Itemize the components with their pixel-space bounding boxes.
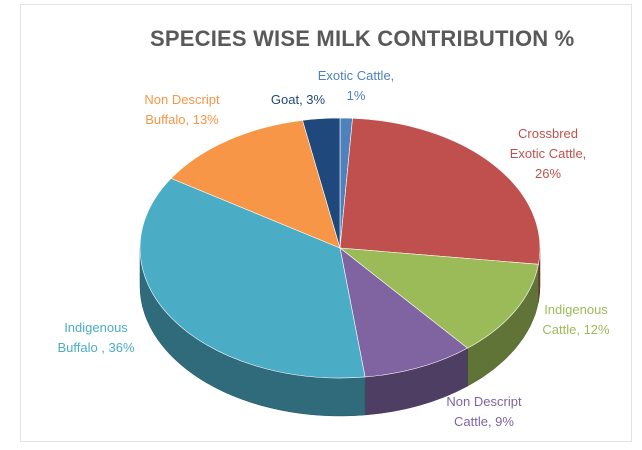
slice-data-label: Exotic Cattle, 1% [318,68,395,103]
pie-slice [139,177,366,379]
pie-slice [339,247,539,349]
slice-data-label-line: 26% [535,166,561,181]
pie-slice [170,119,341,249]
pie-slice [339,247,469,378]
slice-data-label-line: Exotic Cattle, [318,68,395,83]
pie-slice [302,117,341,249]
slice-data-label: Non Descript Buffalo, 13% [144,92,220,127]
slice-data-label: Goat, 3% [271,92,326,107]
slice-data-label-line: 1% [347,88,366,103]
slice-data-label-line: Buffalo, 13% [145,112,219,127]
slice-data-label-line: Buffalo , 36% [57,340,135,355]
slice-data-label-line: Indigenous [64,320,128,335]
slice-data-label-line: Cattle, 9% [454,414,514,429]
slice-data-label-line: Indigenous [544,302,608,317]
pie-slice [339,117,541,265]
slice-data-label-line: Exotic Cattle, [510,146,587,161]
slice-data-label-line: Goat, 3% [271,92,326,107]
slice-data-label-line: Cattle, 12% [542,322,610,337]
slice-data-label: Non Descript Cattle, 9% [446,394,522,429]
slice-data-label-line: Non Descript [446,394,522,409]
slice-data-label: Indigenous Buffalo , 36% [57,320,135,355]
chart-title: SPECIES WISE MILK CONTRIBUTION % [150,26,575,51]
slice-data-label-line: Non Descript [144,92,220,107]
slice-data-label: Indigenous Cattle, 12% [542,302,610,337]
slice-data-label-line: Crossbred [518,126,578,141]
slice-data-label: Crossbred Exotic Cattle, 26% [510,126,587,181]
